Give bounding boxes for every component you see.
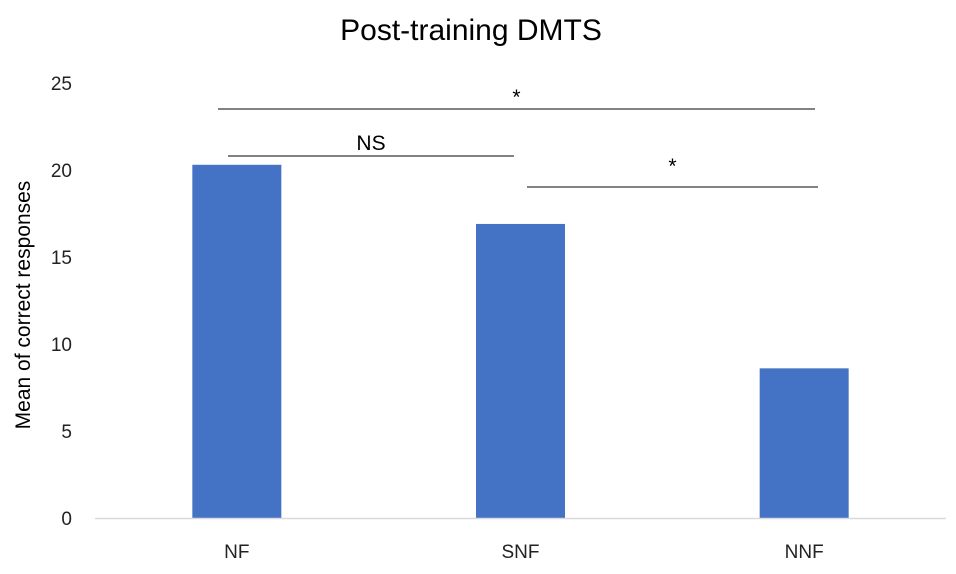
- y-tick-label: 10: [51, 335, 72, 356]
- y-tick-label: 20: [51, 161, 72, 182]
- y-axis-title: Mean of correct responses: [12, 181, 35, 430]
- y-tick-label: 25: [51, 74, 72, 95]
- significance-label: NS: [356, 132, 385, 155]
- y-tick-label: 5: [61, 422, 72, 443]
- x-tick-label: NF: [224, 542, 249, 563]
- x-tick-label: NNF: [785, 542, 824, 563]
- bar-nnf: [759, 368, 849, 518]
- significance-label: *: [668, 155, 676, 178]
- chart-title: Post-training DMTS: [340, 14, 602, 47]
- bars-group: [192, 164, 849, 518]
- bar-nf: [192, 164, 282, 518]
- x-axis-ticks: NF SNF NNF: [224, 542, 824, 563]
- y-axis-ticks: 0 5 10 15 20 25: [51, 74, 72, 530]
- y-tick-label: 0: [61, 509, 72, 530]
- y-tick-label: 15: [51, 248, 72, 269]
- significance-annotations: * NS *: [218, 86, 818, 188]
- bar-snf: [476, 223, 565, 518]
- x-tick-label: SNF: [502, 542, 540, 563]
- significance-label: *: [512, 86, 520, 109]
